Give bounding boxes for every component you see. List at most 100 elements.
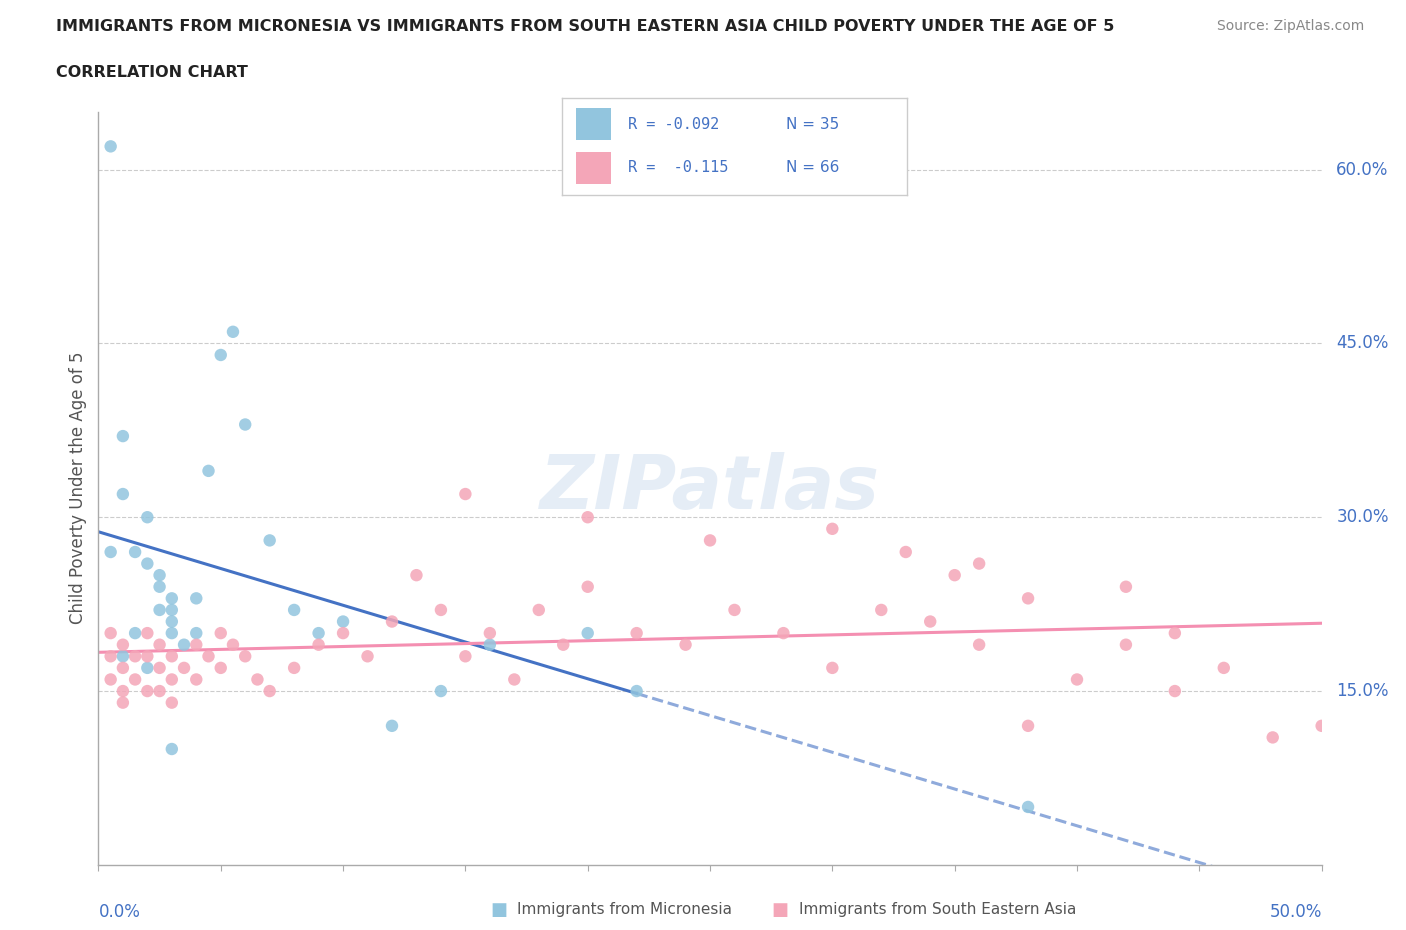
Point [209, 348, 232, 363]
Point [283, 660, 305, 675]
Point [381, 614, 404, 629]
Point [967, 556, 990, 571]
Point [209, 660, 232, 675]
Point [478, 626, 501, 641]
Point [149, 637, 172, 652]
Point [699, 533, 721, 548]
Point [100, 139, 122, 153]
Point [405, 567, 427, 582]
Y-axis label: Child Poverty Under the Age of 5: Child Poverty Under the Age of 5 [69, 352, 87, 625]
Text: R =  -0.115: R = -0.115 [628, 161, 728, 176]
Point [197, 463, 219, 478]
Point [160, 672, 183, 687]
Point [111, 637, 134, 652]
Point [136, 660, 159, 675]
Point [967, 637, 990, 652]
Text: N = 66: N = 66 [786, 161, 839, 176]
Text: 15.0%: 15.0% [1336, 682, 1389, 700]
Point [149, 579, 172, 594]
Point [222, 637, 245, 652]
Point [1212, 660, 1234, 675]
Point [1164, 626, 1187, 641]
Point [124, 672, 146, 687]
Text: 45.0%: 45.0% [1336, 335, 1389, 352]
Point [160, 603, 183, 618]
Point [920, 614, 942, 629]
Point [626, 626, 648, 641]
Point [209, 626, 232, 641]
Point [943, 567, 966, 582]
Point [675, 637, 697, 652]
Point [173, 660, 195, 675]
Point [259, 684, 281, 698]
Point [821, 660, 844, 675]
Point [149, 660, 172, 675]
Point [160, 649, 183, 664]
Point [160, 591, 183, 605]
Point [100, 626, 122, 641]
Point [1261, 730, 1284, 745]
Point [246, 672, 269, 687]
Point [576, 510, 599, 525]
Point [1164, 684, 1187, 698]
Point [136, 626, 159, 641]
Point [454, 486, 477, 501]
Text: ■: ■ [491, 900, 508, 919]
Point [100, 672, 122, 687]
Point [1017, 591, 1039, 605]
Point [149, 684, 172, 698]
Point [149, 567, 172, 582]
Point [1066, 672, 1088, 687]
Text: CORRELATION CHART: CORRELATION CHART [56, 65, 247, 80]
Text: 60.0%: 60.0% [1336, 161, 1389, 179]
Point [136, 510, 159, 525]
Point [186, 672, 208, 687]
Point [111, 684, 134, 698]
Point [553, 637, 575, 652]
Text: N = 35: N = 35 [786, 116, 839, 131]
Point [723, 603, 745, 618]
Text: ZIPatlas: ZIPatlas [540, 452, 880, 525]
Point [332, 614, 354, 629]
Point [430, 684, 453, 698]
Point [576, 626, 599, 641]
Point [100, 545, 122, 560]
Point [430, 603, 453, 618]
Text: 50.0%: 50.0% [1270, 902, 1322, 921]
Bar [576, 153, 610, 183]
Point [576, 579, 599, 594]
Point [233, 649, 256, 664]
Point [772, 626, 794, 641]
Point [186, 637, 208, 652]
Text: 30.0%: 30.0% [1336, 508, 1389, 526]
Point [308, 626, 330, 641]
Point [124, 649, 146, 664]
Point [111, 486, 134, 501]
Point [283, 603, 305, 618]
Point [136, 556, 159, 571]
Point [111, 696, 134, 711]
Text: 0.0%: 0.0% [98, 902, 141, 921]
Point [160, 741, 183, 756]
Text: ■: ■ [772, 900, 789, 919]
Point [197, 649, 219, 664]
Point [259, 533, 281, 548]
Point [308, 637, 330, 652]
Point [100, 649, 122, 664]
Point [111, 649, 134, 664]
Point [173, 637, 195, 652]
Point [626, 684, 648, 698]
Bar [576, 109, 610, 140]
Point [1017, 718, 1039, 733]
Point [186, 626, 208, 641]
Point [136, 684, 159, 698]
Point [233, 417, 256, 432]
Point [111, 660, 134, 675]
Point [527, 603, 550, 618]
Point [454, 649, 477, 664]
Point [870, 603, 893, 618]
Point [160, 626, 183, 641]
Point [356, 649, 378, 664]
Point [894, 545, 917, 560]
Point [1017, 800, 1039, 815]
